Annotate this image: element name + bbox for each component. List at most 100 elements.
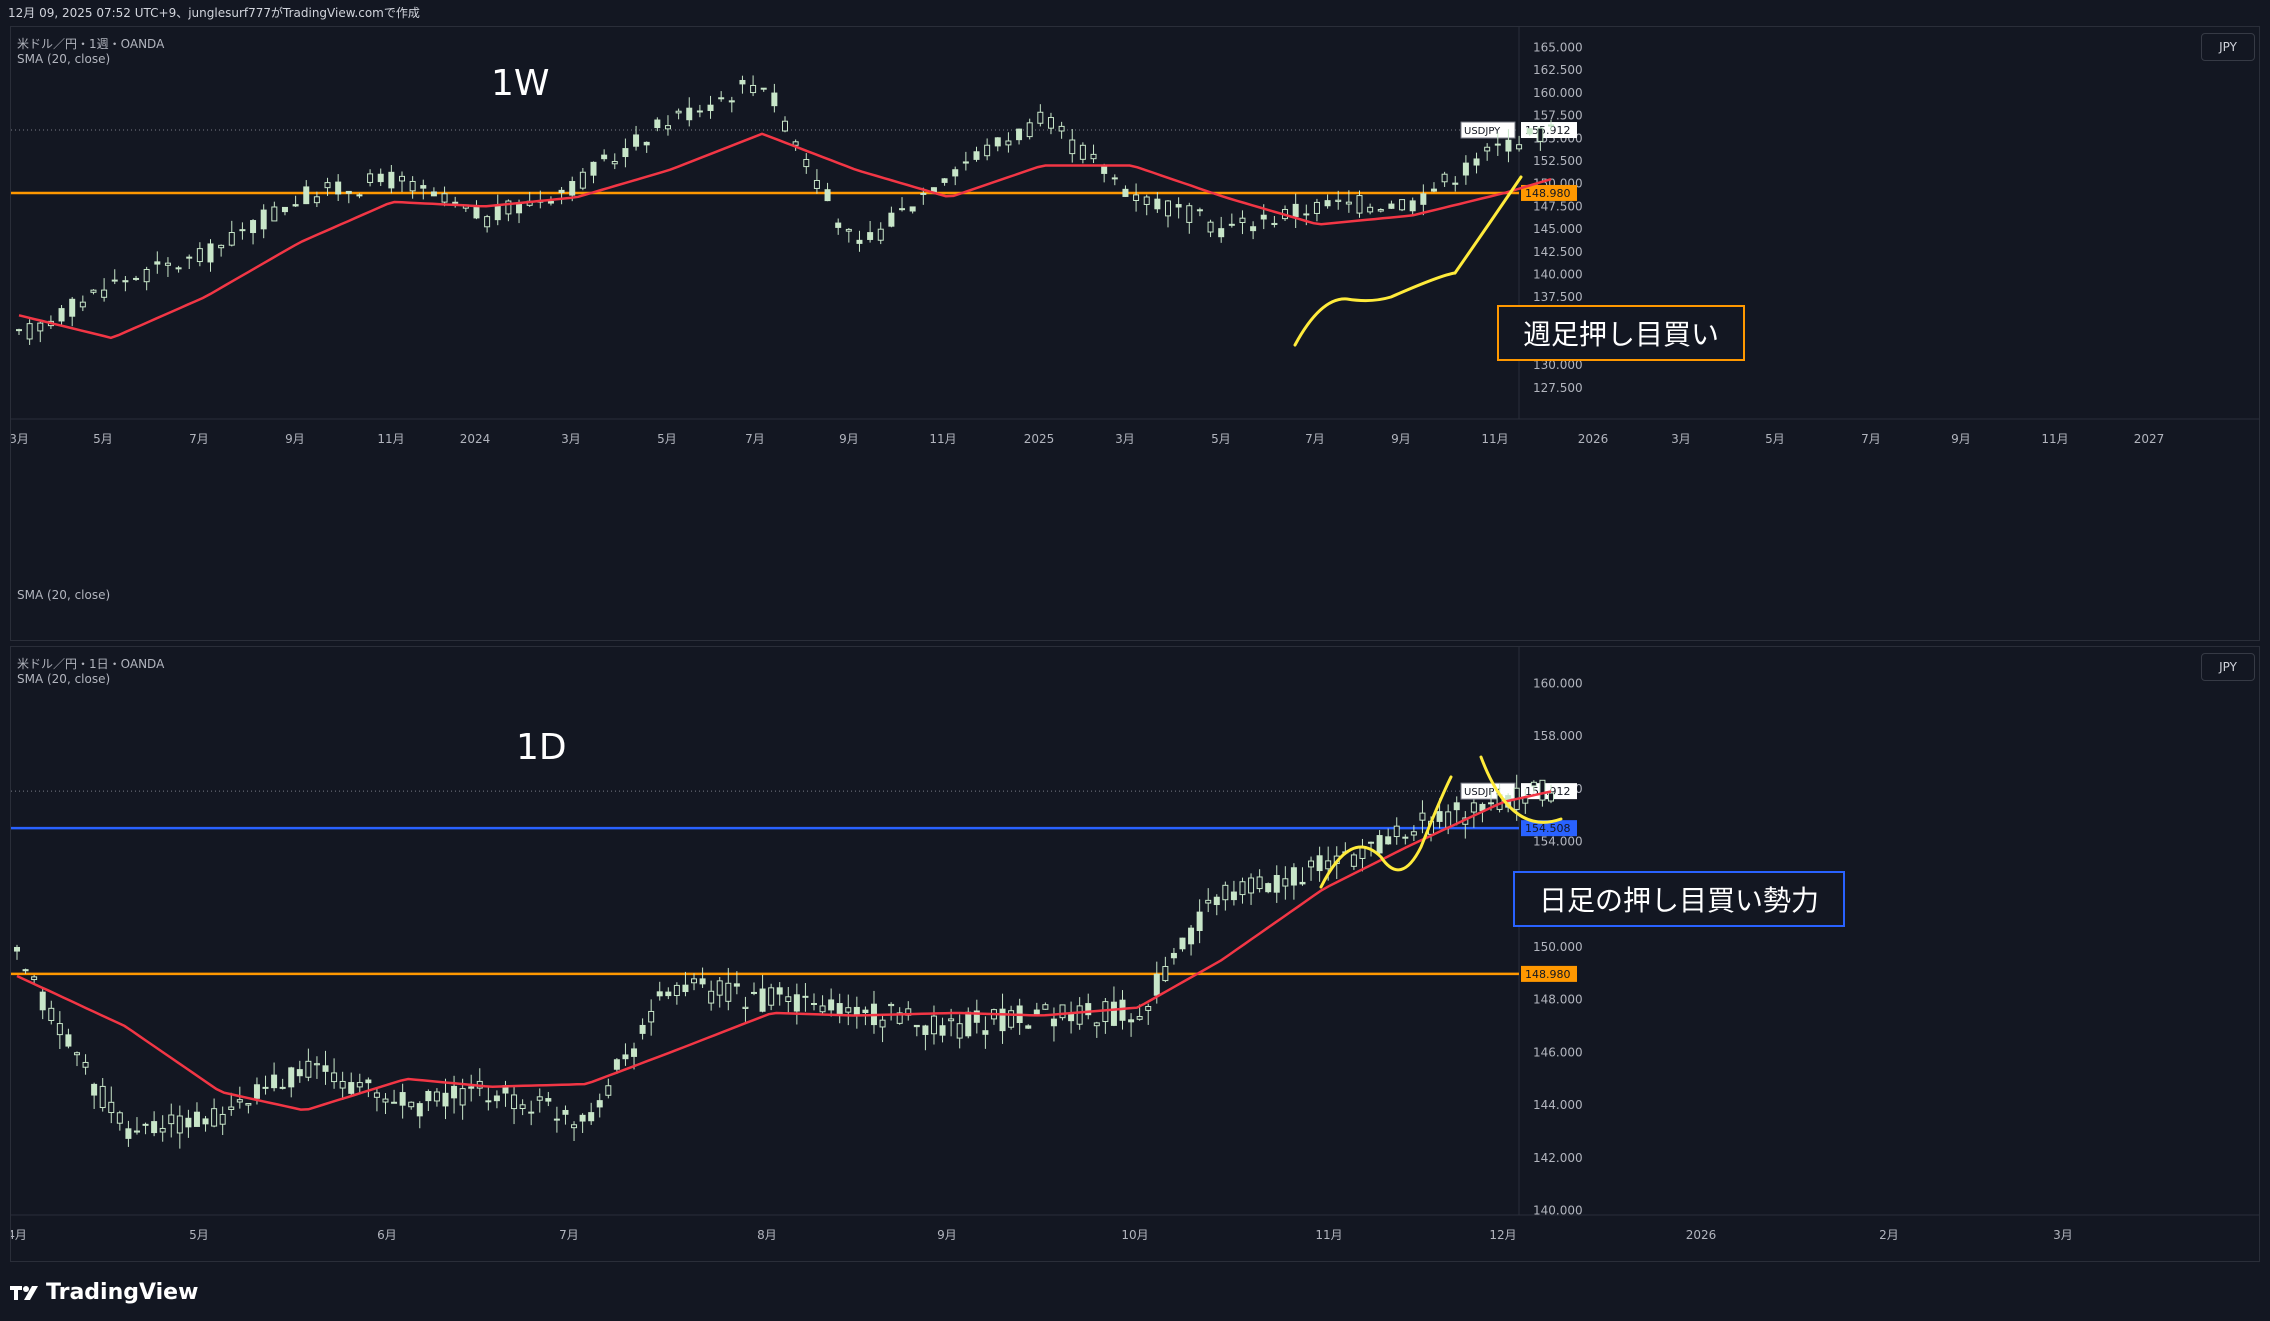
candle-body — [416, 1103, 423, 1117]
candle-body — [1128, 1019, 1135, 1023]
candle-body — [493, 1095, 500, 1102]
daily-chart-canvas[interactable]: 160.000158.000156.000154.000152.000150.0… — [11, 647, 2259, 1261]
candle-body — [1111, 177, 1118, 180]
yellow-annotation-stroke — [1453, 175, 1523, 275]
candle-body — [1256, 876, 1263, 890]
candle-body — [802, 995, 809, 998]
candle-body — [82, 1061, 89, 1068]
candle-body — [1453, 802, 1460, 811]
candle-body — [1170, 952, 1177, 959]
candle-body — [1488, 802, 1495, 805]
candle-body — [1430, 188, 1437, 192]
candle-body — [186, 256, 193, 259]
price-axis-label: 154.000 — [1533, 835, 1583, 849]
candle-body — [686, 107, 693, 121]
level-price-tag-text: 148.980 — [1525, 187, 1571, 200]
candle-body — [1313, 201, 1320, 214]
candle-body — [725, 982, 732, 1002]
candle-body — [1452, 182, 1459, 185]
candle-body — [759, 988, 766, 1012]
candle-body — [1324, 200, 1331, 207]
candle-body — [175, 267, 182, 270]
candle-body — [771, 92, 778, 107]
time-axis-label: 9月 — [839, 432, 859, 446]
candle-body — [547, 201, 554, 204]
price-axis-label: 144.000 — [1533, 1098, 1583, 1112]
candle-body — [750, 84, 757, 94]
weekly-sub-indicator-label: SMA (20, close) — [17, 588, 111, 602]
candle-body — [39, 991, 46, 1011]
candle-body — [596, 1100, 603, 1108]
candle-body — [519, 1104, 526, 1110]
candle-body — [1441, 173, 1448, 183]
candle-body — [682, 984, 689, 993]
time-axis-label: 9月 — [1951, 432, 1971, 446]
candle-body — [803, 159, 810, 168]
candle-body — [845, 228, 852, 232]
candle-body — [776, 987, 783, 995]
time-axis-label: 7月 — [559, 1228, 579, 1242]
candle-body — [1186, 205, 1193, 223]
candle-body — [1260, 214, 1267, 220]
tradingview-brand-text: TradingView — [46, 1280, 199, 1305]
candle-body — [484, 216, 491, 228]
candle-body — [143, 268, 150, 283]
candle-body — [1188, 927, 1195, 945]
candle-body — [1033, 1009, 1040, 1015]
candle-body — [271, 1074, 278, 1089]
candle-body — [1436, 811, 1443, 822]
weekly-chart-panel[interactable]: 165.000 162.500 160.000 157.500 155.000 152.5… — [10, 26, 2260, 641]
candle-body — [742, 1006, 749, 1009]
candle-body — [718, 97, 725, 100]
daily-chart-panel[interactable]: 160.000158.000156.000154.000152.000150.0… — [10, 646, 2260, 1262]
level-price-tag-text: 148.980 — [1525, 968, 1571, 981]
candle-body — [930, 1015, 937, 1035]
candle-body — [656, 991, 663, 997]
candle-body — [377, 173, 384, 183]
last-price-tag — [1521, 122, 1577, 139]
candle-body — [1110, 1001, 1117, 1026]
candle-body — [939, 1025, 946, 1036]
candle-body — [176, 1115, 183, 1134]
snapshot-text: 12月 09, 2025 07:52 UTC+9、junglesurf777がT… — [8, 6, 420, 20]
candle-body — [331, 1072, 338, 1083]
candle-body — [1376, 835, 1383, 854]
candle-body — [643, 141, 650, 146]
candle-body — [468, 1086, 475, 1089]
tradingview-logo[interactable]: TradingView — [10, 1280, 198, 1305]
candle-body — [696, 110, 703, 113]
weekly-chart-canvas[interactable]: 165.000162.500160.000157.500155.000152.5… — [11, 27, 2259, 640]
candle-body — [399, 175, 405, 182]
candle-body — [250, 220, 257, 234]
candle-body — [828, 999, 835, 1011]
candle-body — [65, 1034, 72, 1047]
time-axis-label: 2月 — [1879, 1228, 1899, 1242]
candle-body — [1273, 874, 1280, 893]
daily-symbol-title: 米ドル／円・1日・OANDA — [17, 657, 165, 671]
candle-body — [219, 1113, 226, 1125]
candle-body — [505, 200, 512, 215]
candle-body — [633, 134, 640, 147]
candle-body — [845, 1007, 852, 1013]
candle-body — [941, 178, 948, 183]
candle-body — [1059, 1004, 1066, 1019]
candle-body — [648, 1010, 655, 1023]
candle-body — [202, 1118, 209, 1125]
price-axis-label: 145.000 — [1533, 222, 1583, 236]
price-axis-label: 147.500 — [1533, 199, 1583, 213]
time-axis-label: 5月 — [657, 432, 677, 446]
candle-body — [1265, 883, 1272, 893]
candle-body — [1222, 884, 1229, 901]
candle-body — [792, 141, 799, 146]
candle-body — [14, 946, 20, 952]
candle-body — [733, 983, 740, 987]
time-axis-label: 3月 — [2053, 1228, 2073, 1242]
daily-currency-button[interactable]: JPY — [2201, 653, 2255, 681]
weekly-currency-button[interactable]: JPY — [2201, 33, 2255, 61]
time-axis-label: 9月 — [285, 432, 305, 446]
weekly-note-box: 週足押し目買い — [1497, 305, 1746, 361]
candle-body — [382, 1098, 389, 1103]
candle-body — [322, 1065, 329, 1072]
time-axis-label: 7月 — [1861, 432, 1881, 446]
candle-body — [994, 137, 1001, 147]
